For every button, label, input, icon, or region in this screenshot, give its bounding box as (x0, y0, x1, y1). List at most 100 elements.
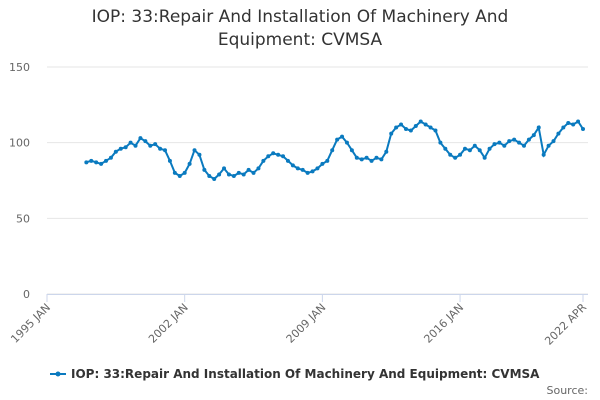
data-point (369, 158, 374, 163)
data-point (281, 154, 286, 159)
x-tick-label: 2002 JAN (146, 301, 191, 346)
data-point (423, 122, 428, 127)
data-point (556, 131, 561, 136)
data-point (433, 128, 438, 133)
data-point (472, 143, 477, 148)
data-point (492, 142, 497, 147)
data-point (413, 124, 418, 129)
data-point (546, 143, 551, 148)
data-point (108, 155, 113, 160)
data-point (408, 128, 413, 133)
data-point (276, 152, 281, 157)
data-point (138, 136, 143, 141)
y-tick-label: 0 (23, 288, 30, 301)
data-point (84, 160, 89, 165)
data-point (467, 148, 472, 153)
data-point (315, 166, 320, 171)
data-point (236, 170, 241, 175)
data-point (113, 149, 118, 154)
data-point (438, 140, 443, 145)
data-point (310, 169, 315, 174)
data-point (526, 137, 531, 142)
data-point (226, 172, 231, 177)
data-point (153, 142, 158, 147)
data-point (172, 170, 177, 175)
data-point (359, 157, 364, 162)
data-point (99, 161, 104, 166)
x-tick-label: 2022 APR (542, 301, 589, 348)
data-point (295, 166, 300, 171)
data-point (241, 172, 246, 177)
data-point (487, 146, 492, 151)
data-point (143, 139, 148, 144)
data-point (576, 119, 581, 124)
data-point (197, 152, 202, 157)
data-point (418, 119, 423, 124)
data-point (148, 143, 153, 148)
data-point (207, 173, 212, 178)
source: Source: (547, 384, 589, 397)
data-point (428, 125, 433, 130)
data-point (364, 155, 369, 160)
data-point (517, 140, 522, 145)
data-point (379, 157, 384, 162)
data-point (251, 170, 256, 175)
data-point (212, 176, 217, 181)
data-point (541, 152, 546, 157)
data-point (453, 155, 458, 160)
data-point (256, 166, 261, 171)
data-point (300, 167, 305, 172)
data-point (192, 148, 197, 153)
data-point (340, 134, 345, 139)
data-point (507, 139, 512, 144)
data-point (443, 146, 448, 151)
data-point (566, 120, 571, 125)
data-point (104, 158, 109, 163)
data-point (305, 170, 310, 175)
data-point (551, 139, 556, 144)
chart-title: IOP: 33:Repair And Installation Of Machi… (91, 7, 509, 50)
data-point (384, 149, 389, 154)
data-point (182, 170, 187, 175)
data-point (246, 167, 251, 172)
data-point (187, 161, 192, 166)
data-point (261, 158, 266, 163)
data-point (458, 152, 463, 157)
data-point (521, 143, 526, 148)
data-point (349, 148, 354, 153)
data-point (217, 172, 222, 177)
data-point (389, 131, 394, 136)
data-point (394, 125, 399, 130)
data-point (177, 173, 182, 178)
data-point (482, 155, 487, 160)
data-point (531, 133, 536, 138)
data-point (354, 155, 359, 160)
data-point (581, 127, 585, 132)
data-point (133, 143, 138, 148)
data-point (497, 140, 502, 145)
data-point (344, 140, 349, 145)
data-point (320, 161, 325, 166)
data-point (335, 137, 340, 142)
x-tick-label: 1995 JAN (8, 301, 53, 346)
data-point (403, 127, 408, 132)
data-point (202, 167, 207, 172)
y-tick-label: 150 (9, 61, 30, 74)
data-point (374, 155, 379, 160)
data-point (118, 146, 123, 151)
legend-marker (55, 371, 61, 377)
data-point (128, 140, 133, 145)
y-tick-label: 100 (9, 137, 30, 150)
x-tick-label: 2009 JAN (284, 301, 329, 346)
data-point (477, 148, 482, 153)
data-point (94, 160, 99, 165)
data-point (89, 158, 94, 163)
data-point (290, 163, 295, 168)
data-point (266, 154, 271, 159)
data-point (399, 122, 404, 127)
data-point (462, 146, 467, 151)
data-point (158, 146, 163, 151)
legend-label: IOP: 33:Repair And Installation Of Machi… (71, 367, 540, 381)
